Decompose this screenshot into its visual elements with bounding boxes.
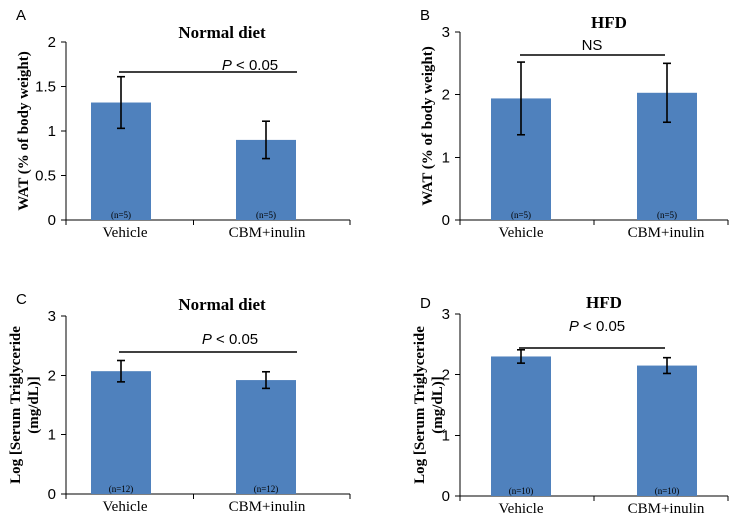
y-axis-label-line: (mg/dL)] <box>430 376 446 434</box>
x-category-label: Vehicle <box>499 501 544 517</box>
x-category-label: Vehicle <box>103 499 148 515</box>
x-category-label: Vehicle <box>499 225 544 241</box>
y-tick-label: 0 <box>48 486 56 503</box>
significance-p: P <box>222 57 232 74</box>
y-tick-label: 1 <box>48 123 56 140</box>
x-category-label: CBM+inulin <box>229 225 306 241</box>
panel-letter: D <box>420 295 431 312</box>
y-tick-label: 0.5 <box>35 168 56 185</box>
panel-letter: A <box>16 7 26 24</box>
y-axis-label: Log [Serum Triglyceride (mg/dL)] <box>8 326 42 484</box>
sample-size-label: (n=5) <box>657 210 677 220</box>
chart-title: Normal diet <box>178 295 266 314</box>
y-tick-label: 1 <box>48 427 56 444</box>
significance-text: < 0.05 <box>579 318 625 335</box>
sample-size-label: (n=5) <box>256 210 276 220</box>
significance-text: < 0.05 <box>212 331 258 348</box>
significance-p: P <box>569 318 579 335</box>
panel-letter: B <box>420 7 430 24</box>
y-tick-label: 2 <box>442 367 450 384</box>
x-category-label: Vehicle <box>103 225 148 241</box>
y-axis-label: WAT (% of body weight) <box>16 51 32 210</box>
significance-label: P < 0.05 <box>202 331 258 348</box>
panel-letter: C <box>16 291 27 308</box>
significance-p: P <box>202 331 212 348</box>
y-axis-label-line: Log [Serum Triglyceride <box>412 326 428 484</box>
y-tick-label: 1 <box>442 149 450 166</box>
y-tick-label: 0 <box>442 212 450 229</box>
sample-size-label: (n=12) <box>109 484 134 494</box>
x-category-label: CBM+inulin <box>229 499 306 515</box>
y-axis-label-line: (mg/dL)] <box>26 376 42 434</box>
significance-label: NS <box>582 37 603 54</box>
chart-panel-b: B HFD WAT (% of body weight) 0 1 2 3 (n=5) Vehic… <box>420 7 729 241</box>
y-tick-label: 2 <box>442 87 450 104</box>
y-tick-label: 2 <box>48 367 56 384</box>
chart-panel-a: A Normal diet WAT (% of body weight) 0 0.5 1 1… <box>16 7 351 241</box>
bar-cbm-inulin <box>637 365 697 496</box>
x-category-label: CBM+inulin <box>628 501 705 517</box>
significance-label: P < 0.05 <box>569 318 625 335</box>
bar-cbm-inulin <box>236 380 296 494</box>
x-category-label: CBM+inulin <box>628 225 705 241</box>
sample-size-label: (n=5) <box>111 210 131 220</box>
bar-vehicle <box>491 356 551 496</box>
chart-panel-d: D HFD Log [Serum Triglyceride (mg/dL)] 0 1 2 3 (… <box>412 293 729 517</box>
chart-title: HFD <box>586 293 622 312</box>
chart-title: HFD <box>591 13 627 32</box>
y-tick-label: 0 <box>442 488 450 505</box>
sample-size-label: (n=5) <box>511 210 531 220</box>
significance-label: P < 0.05 <box>222 57 278 74</box>
chart-panel-c: C Normal diet Log [Serum Triglyceride (mg/d… <box>8 291 351 515</box>
significance-text: < 0.05 <box>232 57 278 74</box>
y-tick-label: 3 <box>442 306 450 323</box>
y-tick-label: 0 <box>48 212 56 229</box>
y-tick-label: 1 <box>442 427 450 444</box>
sample-size-label: (n=12) <box>254 484 279 494</box>
y-tick-label: 3 <box>48 308 56 325</box>
y-axis-label: Log [Serum Triglyceride (mg/dL)] <box>412 326 446 484</box>
y-axis-label: WAT (% of body weight) <box>420 46 436 205</box>
y-tick-label: 2 <box>48 34 56 51</box>
significance-text: NS <box>582 37 603 54</box>
sample-size-label: (n=10) <box>509 486 534 496</box>
sample-size-label: (n=10) <box>655 486 680 496</box>
y-tick-label: 1.5 <box>35 79 56 96</box>
chart-title: Normal diet <box>178 23 266 42</box>
bar-vehicle <box>91 371 151 494</box>
y-axis-label-line: Log [Serum Triglyceride <box>8 326 24 484</box>
y-tick-label: 3 <box>442 24 450 41</box>
